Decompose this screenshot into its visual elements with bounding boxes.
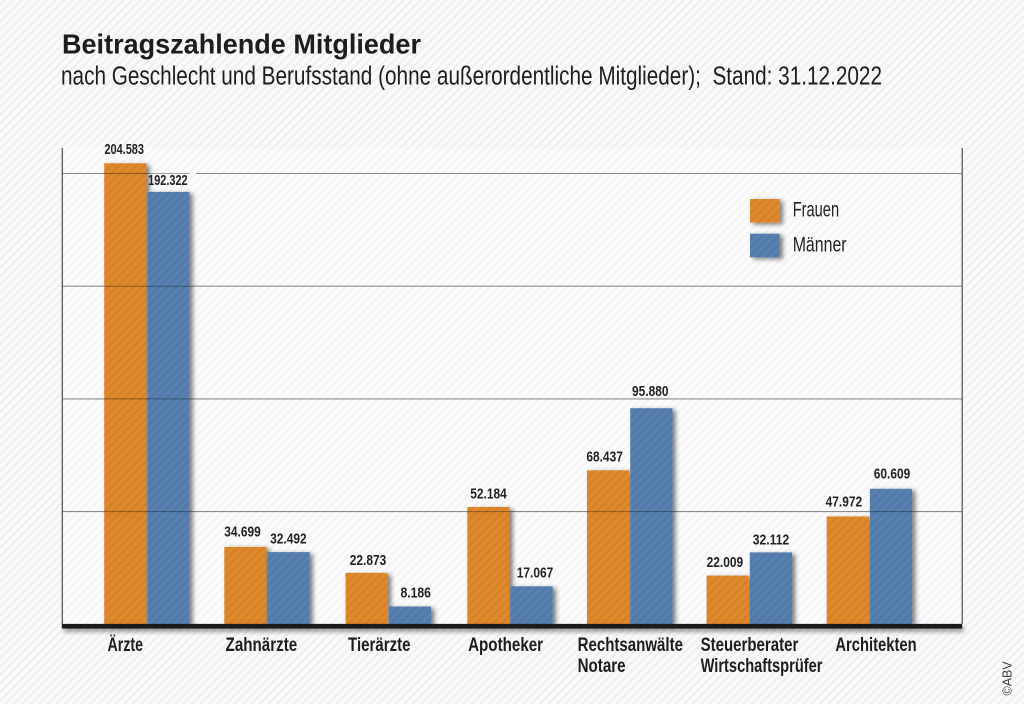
svg-text:Männer: Männer: [793, 234, 847, 257]
svg-text:Architekten: Architekten: [835, 635, 916, 656]
svg-text:192.322: 192.322: [148, 172, 188, 189]
svg-text:Frauen: Frauen: [793, 198, 839, 221]
svg-text:17.067: 17.067: [517, 565, 554, 582]
svg-text:32.492: 32.492: [270, 530, 307, 547]
svg-text:Apotheker: Apotheker: [468, 635, 543, 656]
svg-text:©ABV: ©ABV: [1001, 661, 1015, 696]
svg-text:Tierärzte: Tierärzte: [348, 635, 411, 656]
svg-text:Beitragszahlende Mitglieder: Beitragszahlende Mitglieder: [62, 28, 421, 59]
svg-text:Wirtschaftsprüfer: Wirtschaftsprüfer: [701, 656, 823, 677]
svg-text:52.184: 52.184: [470, 485, 507, 502]
svg-text:34.699: 34.699: [224, 524, 261, 541]
svg-text:Notare: Notare: [578, 656, 626, 677]
svg-text:68.437: 68.437: [586, 449, 623, 466]
svg-text:22.009: 22.009: [707, 554, 744, 571]
svg-text:95.880: 95.880: [632, 383, 669, 400]
svg-text:Steuerberater: Steuerberater: [701, 635, 799, 656]
svg-text:22.873: 22.873: [350, 552, 387, 569]
svg-text:47.972: 47.972: [826, 494, 863, 511]
svg-text:nach Geschlecht und Berufsstan: nach Geschlecht und Berufsstand (ohne au…: [61, 62, 882, 90]
svg-text:8.186: 8.186: [400, 585, 431, 602]
svg-text:Rechtsanwälte: Rechtsanwälte: [578, 635, 683, 656]
svg-text:60.609: 60.609: [874, 466, 911, 483]
svg-text:204.583: 204.583: [104, 141, 144, 158]
svg-text:Ärzte: Ärzte: [108, 635, 144, 656]
svg-text:32.112: 32.112: [753, 532, 790, 549]
svg-text:Zahnärzte: Zahnärzte: [226, 635, 298, 656]
